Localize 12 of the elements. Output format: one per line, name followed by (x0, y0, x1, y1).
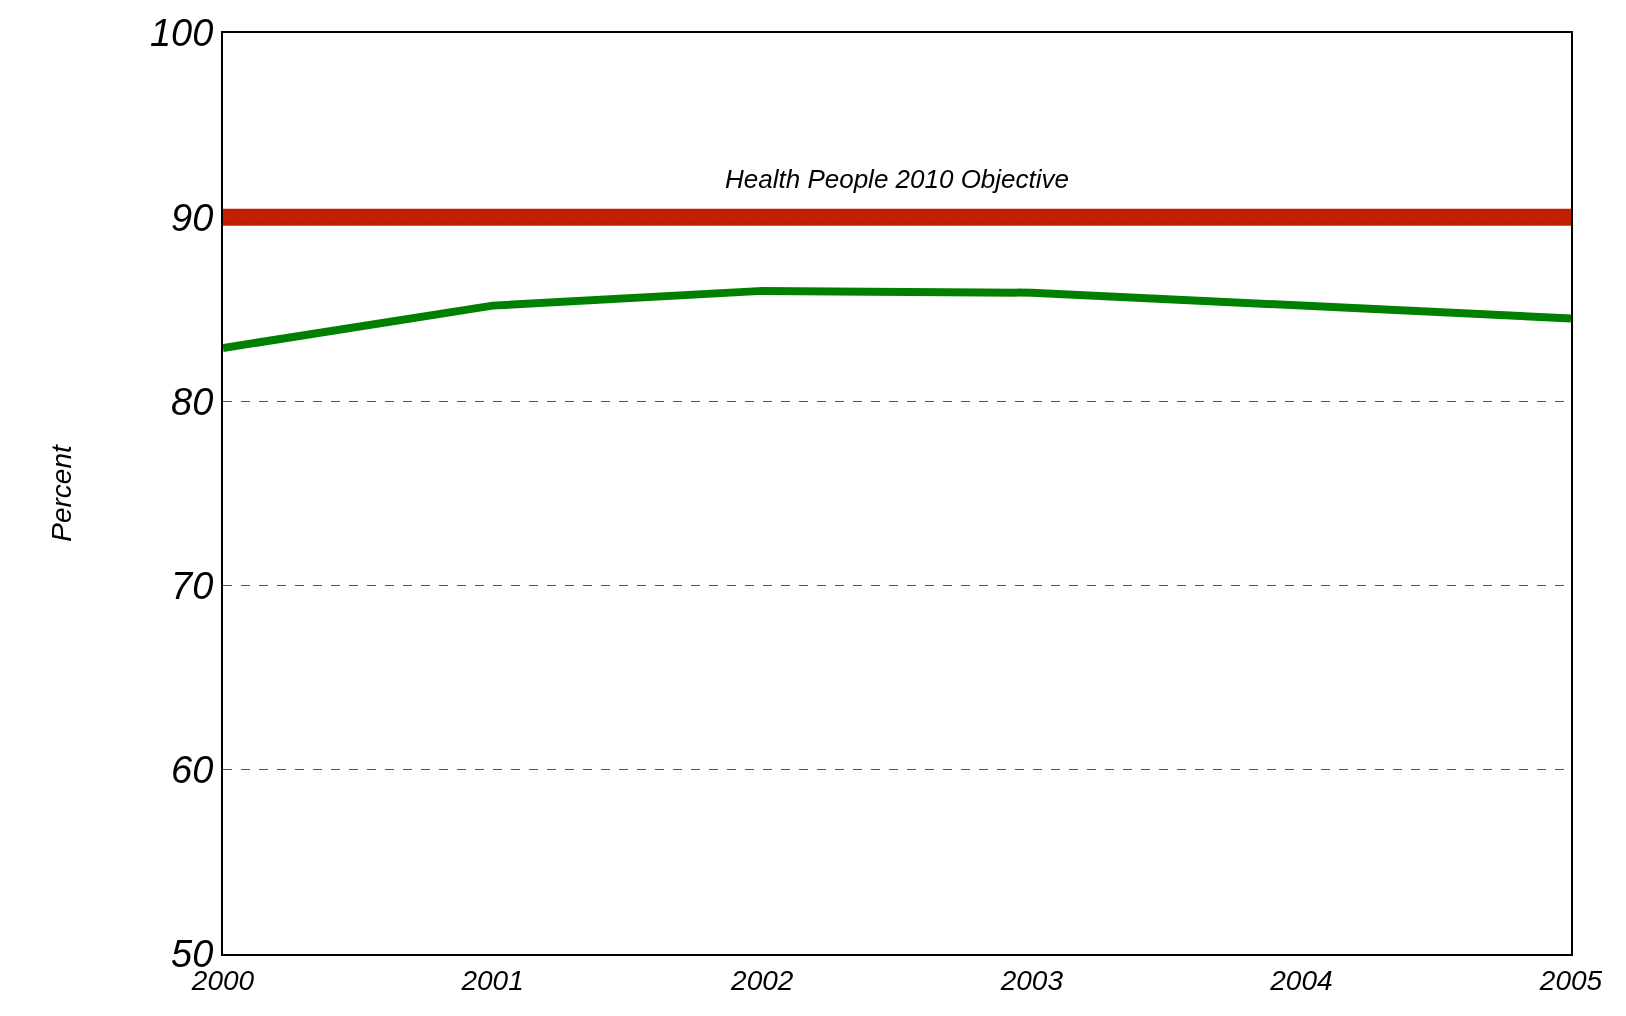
y-tick-label: 70 (171, 564, 214, 607)
x-tick-label: 2003 (999, 964, 1064, 996)
y-tick-label: 100 (149, 12, 214, 55)
x-tick-label: 2004 (1269, 964, 1333, 996)
y-axis-title: Percent (46, 444, 78, 542)
x-tick-label: 2001 (460, 964, 524, 996)
x-tick-label: 2002 (730, 964, 794, 996)
y-tick-label: 90 (171, 196, 214, 239)
y-tick-label: 60 (171, 749, 214, 792)
x-tick-label: 2005 (1538, 964, 1603, 996)
y-tick-label: 80 (171, 380, 214, 423)
ref-line-label: Health People 2010 Objective (725, 164, 1070, 194)
